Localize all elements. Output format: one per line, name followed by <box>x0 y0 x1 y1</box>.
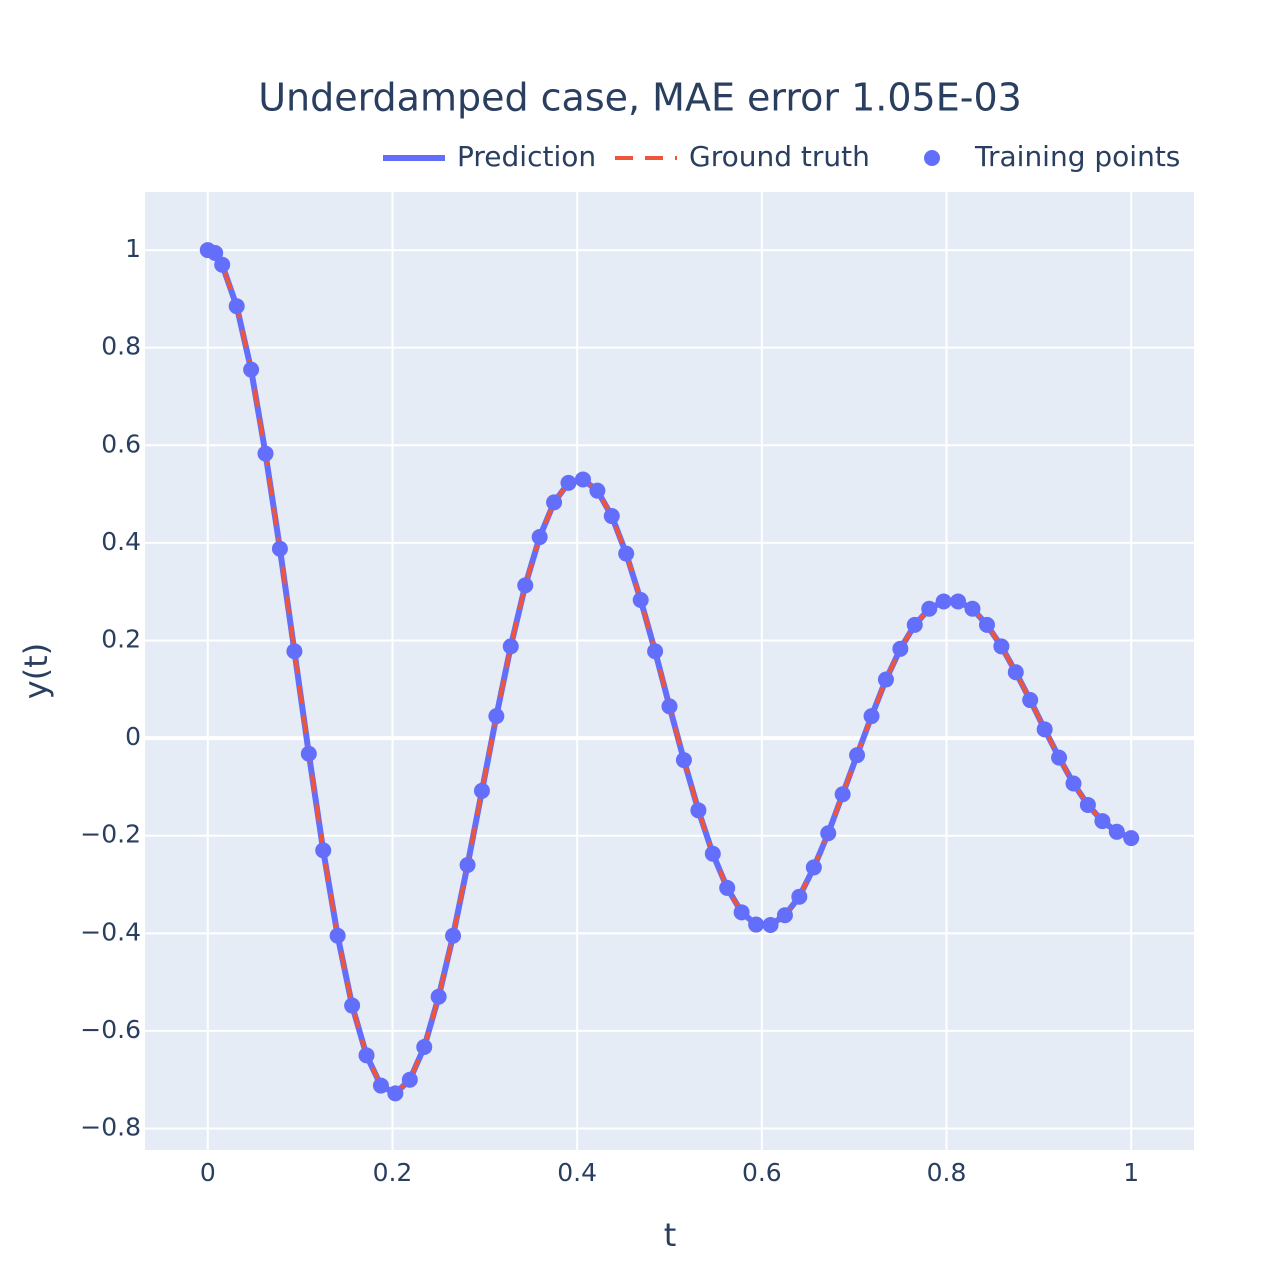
marker <box>849 747 866 764</box>
y-tick-label: 0.4 <box>101 527 141 556</box>
marker <box>214 256 231 273</box>
marker <box>632 591 649 608</box>
x-tick-label: 1 <box>1123 1158 1139 1187</box>
legend-label: Ground truth <box>689 140 870 173</box>
marker <box>315 842 332 859</box>
marker <box>762 917 779 934</box>
marker <box>488 708 505 725</box>
marker <box>387 1085 404 1102</box>
marker <box>546 494 563 511</box>
marker <box>661 698 678 715</box>
marker <box>300 745 317 762</box>
y-tick-label: 0.8 <box>101 332 141 361</box>
marker <box>993 638 1010 655</box>
marker <box>243 361 260 378</box>
marker <box>459 856 476 873</box>
y-tick-label: −0.8 <box>80 1113 141 1142</box>
x-tick-label: 0.2 <box>373 1158 413 1187</box>
marker <box>502 638 519 655</box>
marker <box>1123 830 1140 847</box>
marker <box>892 640 909 657</box>
marker <box>329 927 346 944</box>
legend-swatch <box>924 150 940 166</box>
marker <box>964 600 981 617</box>
marker <box>748 916 765 933</box>
y-tick-label: 1 <box>125 234 141 263</box>
marker <box>574 471 591 488</box>
marker <box>589 482 606 499</box>
legend-label: Prediction <box>457 140 596 173</box>
marker <box>207 245 224 262</box>
marker <box>473 782 490 799</box>
x-tick-label: 0 <box>200 1158 216 1187</box>
marker <box>1051 749 1068 766</box>
y-tick-label: 0 <box>125 722 141 751</box>
y-axis-label: y(t) <box>17 643 55 699</box>
marker <box>978 616 995 633</box>
marker <box>401 1071 418 1088</box>
x-axis-label: t <box>664 1216 677 1254</box>
marker <box>430 988 447 1005</box>
marker <box>1036 721 1053 738</box>
marker <box>228 298 245 315</box>
marker <box>834 786 851 803</box>
marker <box>863 708 880 725</box>
marker <box>603 508 620 525</box>
marker <box>358 1047 375 1064</box>
marker <box>733 904 750 921</box>
marker <box>517 577 534 594</box>
marker <box>1094 813 1111 830</box>
marker <box>618 545 635 562</box>
x-tick-label: 0.8 <box>927 1158 967 1187</box>
marker <box>690 802 707 819</box>
y-tick-label: 0.2 <box>101 624 141 653</box>
marker <box>776 907 793 924</box>
marker <box>906 616 923 633</box>
y-tick-label: −0.4 <box>80 917 141 946</box>
marker <box>719 879 736 896</box>
marker <box>531 529 548 546</box>
marker <box>1108 823 1125 840</box>
marker <box>271 540 288 557</box>
marker <box>416 1039 433 1056</box>
x-tick-label: 0.6 <box>742 1158 782 1187</box>
marker <box>921 600 938 617</box>
y-tick-label: −0.6 <box>80 1015 141 1044</box>
marker <box>257 445 274 462</box>
y-tick-label: 0.6 <box>101 429 141 458</box>
y-tick-label: −0.2 <box>80 820 141 849</box>
marker <box>647 643 664 660</box>
marker <box>805 859 822 876</box>
marker <box>820 825 837 842</box>
marker <box>675 752 692 769</box>
x-tick-label: 0.4 <box>557 1158 597 1187</box>
marker <box>372 1077 389 1094</box>
marker <box>791 888 808 905</box>
marker <box>935 593 952 610</box>
marker <box>1007 664 1024 681</box>
marker <box>445 927 462 944</box>
marker <box>877 671 894 688</box>
plot-area <box>145 192 1194 1150</box>
chart-title: Underdamped case, MAE error 1.05E-03 <box>258 76 1022 120</box>
legend-label: Training points <box>974 140 1180 173</box>
marker <box>704 845 721 862</box>
marker <box>560 474 577 491</box>
marker <box>1022 692 1039 709</box>
marker <box>1079 796 1096 813</box>
marker <box>1065 775 1082 792</box>
marker <box>950 593 967 610</box>
marker <box>286 643 303 660</box>
marker <box>344 997 361 1014</box>
